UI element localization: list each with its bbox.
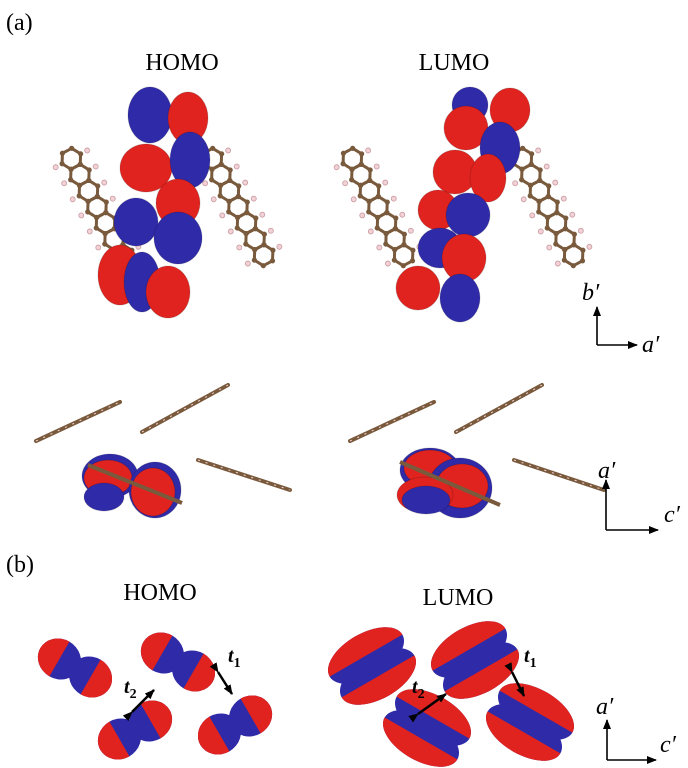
hydrogen xyxy=(225,147,232,154)
hydrogen xyxy=(109,195,116,202)
lumo-title: LUMO xyxy=(423,585,494,611)
hydrogen xyxy=(529,212,536,219)
figure: (a) HOMO LUMO b′ a′ a′ c′ (b) HOMO LUMO … xyxy=(0,0,688,768)
hydrogen xyxy=(233,163,240,170)
orbital-molecule xyxy=(190,688,279,763)
subscript: 1 xyxy=(234,656,241,671)
homo-title: HOMO xyxy=(145,50,218,76)
hydrogen xyxy=(78,212,85,219)
hydrogen xyxy=(365,147,372,154)
subscript: 2 xyxy=(130,687,137,702)
orbital-lobe xyxy=(402,486,450,514)
hydrogen xyxy=(342,180,349,187)
transfer-label: t1 xyxy=(524,645,537,671)
hydrogen xyxy=(86,228,93,235)
orbital-molecule xyxy=(90,693,179,768)
orbital-lobe xyxy=(84,483,124,511)
hydrogen xyxy=(512,180,519,187)
orbital-lobe xyxy=(440,274,480,322)
hydrogen xyxy=(546,244,553,251)
panel-label: (a) xyxy=(6,10,33,36)
hydrogen xyxy=(407,227,414,234)
orbital-lobe xyxy=(446,193,490,237)
hydrogen xyxy=(333,164,340,171)
axis-label: a′ xyxy=(598,458,616,484)
orbital-molecule xyxy=(133,625,222,700)
lumo-title: LUMO xyxy=(419,50,490,76)
hydrogen xyxy=(552,179,559,186)
axis-label: a′ xyxy=(596,694,614,720)
transfer-label: t1 xyxy=(228,645,241,671)
hydrogen xyxy=(350,196,357,203)
subscript: 1 xyxy=(530,656,537,671)
transfer-arrow xyxy=(218,672,232,694)
orbital-lobe xyxy=(128,87,172,143)
hydrogen xyxy=(61,180,68,187)
hydrogen xyxy=(84,147,91,154)
hydrogen xyxy=(69,196,76,203)
hydrogen xyxy=(236,244,243,251)
axis-label: c′ xyxy=(660,732,677,758)
subscript: 2 xyxy=(418,687,425,702)
molecule-edge xyxy=(350,402,434,441)
hydrogen xyxy=(101,179,108,186)
hydrogen xyxy=(384,260,391,267)
hydrogen xyxy=(373,163,380,170)
homo-title: HOMO xyxy=(123,580,196,606)
axis-label: b′ xyxy=(582,280,600,306)
orbital-lobe xyxy=(114,198,158,246)
transfer-label: t2 xyxy=(124,676,137,702)
hydrogen xyxy=(537,228,544,235)
hydrogen xyxy=(554,260,561,267)
orbital-molecule xyxy=(30,631,119,706)
hydrogen xyxy=(560,195,567,202)
hydrogen xyxy=(95,244,102,251)
hydrogen xyxy=(382,179,389,186)
orbital-lobe xyxy=(396,266,440,310)
hydrogen xyxy=(535,147,542,154)
panel-label: (b) xyxy=(6,552,34,578)
hydrogen xyxy=(367,228,374,235)
molecule xyxy=(329,139,427,275)
hydrogen xyxy=(543,163,550,170)
hydrogen xyxy=(577,227,584,234)
hydrogen xyxy=(210,196,217,203)
molecule-edge xyxy=(36,402,120,441)
hydrogen xyxy=(569,211,576,218)
hydrogen xyxy=(242,179,249,186)
hydrogen xyxy=(276,243,283,250)
hydrogen xyxy=(359,212,366,219)
axis-label: a′ xyxy=(642,332,660,358)
hydrogen xyxy=(219,212,226,219)
orbital-lobe xyxy=(154,212,202,264)
hydrogen xyxy=(259,211,266,218)
orbital-lobe xyxy=(146,266,190,318)
hydrogen xyxy=(520,196,527,203)
hydrogen xyxy=(52,164,59,171)
hydrogen xyxy=(92,163,99,170)
hydrogen xyxy=(390,195,397,202)
hydrogen xyxy=(227,228,234,235)
hydrogen xyxy=(586,243,593,250)
hydrogen xyxy=(267,227,274,234)
axis-label: c′ xyxy=(664,502,681,528)
hydrogen xyxy=(244,260,251,267)
hydrogen xyxy=(250,195,257,202)
hydrogen xyxy=(399,211,406,218)
illustrations xyxy=(30,87,658,768)
hydrogen xyxy=(376,244,383,251)
